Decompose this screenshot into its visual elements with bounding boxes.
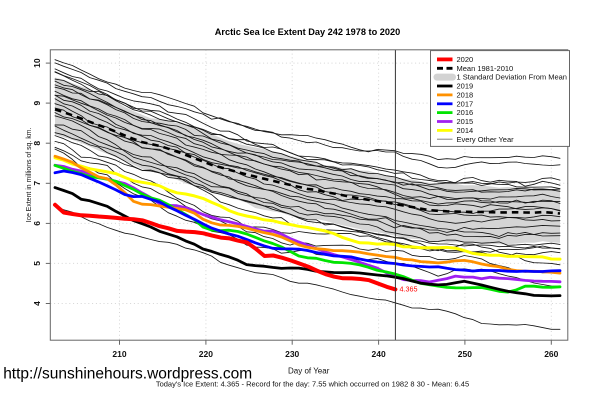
svg-text:Today's Ice Extent: 4.365 - R: Today's Ice Extent: 4.365 - Record for t… [156, 380, 469, 389]
svg-text:250: 250 [458, 349, 472, 359]
svg-text:6: 6 [32, 221, 42, 226]
svg-text:260: 260 [544, 349, 558, 359]
svg-text:2014: 2014 [457, 126, 474, 135]
svg-text:8: 8 [32, 141, 42, 146]
svg-text:Day of Year: Day of Year [288, 367, 330, 376]
svg-text:220: 220 [199, 349, 213, 359]
svg-text:230: 230 [285, 349, 299, 359]
svg-text:2018: 2018 [457, 91, 474, 100]
svg-text:7: 7 [32, 181, 42, 186]
svg-text:5: 5 [32, 261, 42, 266]
svg-text:Arctic Sea Ice Extent Day 242: Arctic Sea Ice Extent Day 242 1978 to 20… [215, 27, 400, 37]
svg-text:4.365: 4.365 [400, 285, 418, 294]
svg-text:Every Other Year: Every Other Year [457, 135, 515, 144]
svg-text:Ice Extent in millions of sq.: Ice Extent in millions of sq. km. [26, 128, 33, 223]
svg-text:2020: 2020 [457, 55, 474, 64]
svg-text:1 Standard Deviation From Mean: 1 Standard Deviation From Mean [457, 73, 567, 82]
svg-text:10: 10 [32, 58, 42, 68]
svg-text:2017: 2017 [457, 99, 474, 108]
svg-text:9: 9 [32, 100, 42, 105]
svg-text:4: 4 [32, 301, 42, 306]
svg-text:210: 210 [112, 349, 126, 359]
svg-text:2019: 2019 [457, 82, 474, 91]
svg-text:2015: 2015 [457, 117, 474, 126]
svg-text:2016: 2016 [457, 108, 474, 117]
svg-text:240: 240 [372, 349, 386, 359]
svg-text:http://sunshinehours.wordpress: http://sunshinehours.wordpress.com [3, 366, 252, 383]
svg-text:Mean 1981-2010: Mean 1981-2010 [457, 64, 514, 73]
